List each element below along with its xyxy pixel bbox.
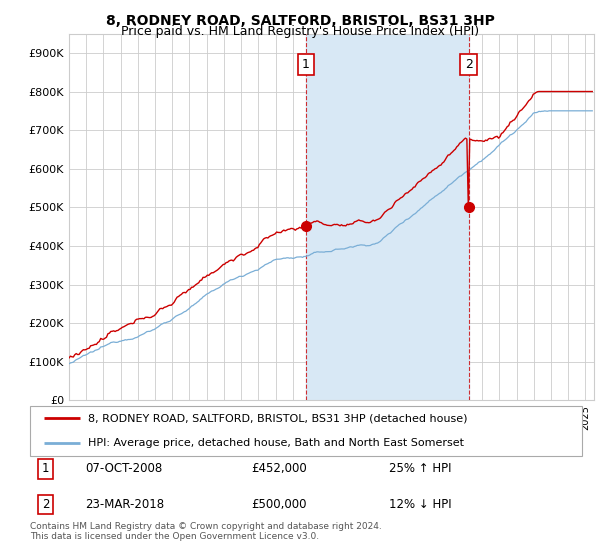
FancyBboxPatch shape [30,406,582,456]
Text: HPI: Average price, detached house, Bath and North East Somerset: HPI: Average price, detached house, Bath… [88,438,464,449]
Text: 8, RODNEY ROAD, SALTFORD, BRISTOL, BS31 3HP (detached house): 8, RODNEY ROAD, SALTFORD, BRISTOL, BS31 … [88,413,467,423]
Text: 8, RODNEY ROAD, SALTFORD, BRISTOL, BS31 3HP: 8, RODNEY ROAD, SALTFORD, BRISTOL, BS31 … [106,14,494,28]
Text: 2: 2 [465,58,473,71]
Text: 12% ↓ HPI: 12% ↓ HPI [389,498,451,511]
Text: £500,000: £500,000 [251,498,307,511]
Text: £452,000: £452,000 [251,462,307,475]
Bar [306,34,469,400]
Text: 2: 2 [42,498,49,511]
Text: Price paid vs. HM Land Registry's House Price Index (HPI): Price paid vs. HM Land Registry's House … [121,25,479,38]
Text: 1: 1 [302,58,310,71]
Text: Contains HM Land Registry data © Crown copyright and database right 2024.
This d: Contains HM Land Registry data © Crown c… [30,522,382,542]
Text: 1: 1 [42,462,49,475]
Text: 23-MAR-2018: 23-MAR-2018 [85,498,164,511]
Text: 25% ↑ HPI: 25% ↑ HPI [389,462,451,475]
Text: 07-OCT-2008: 07-OCT-2008 [85,462,163,475]
